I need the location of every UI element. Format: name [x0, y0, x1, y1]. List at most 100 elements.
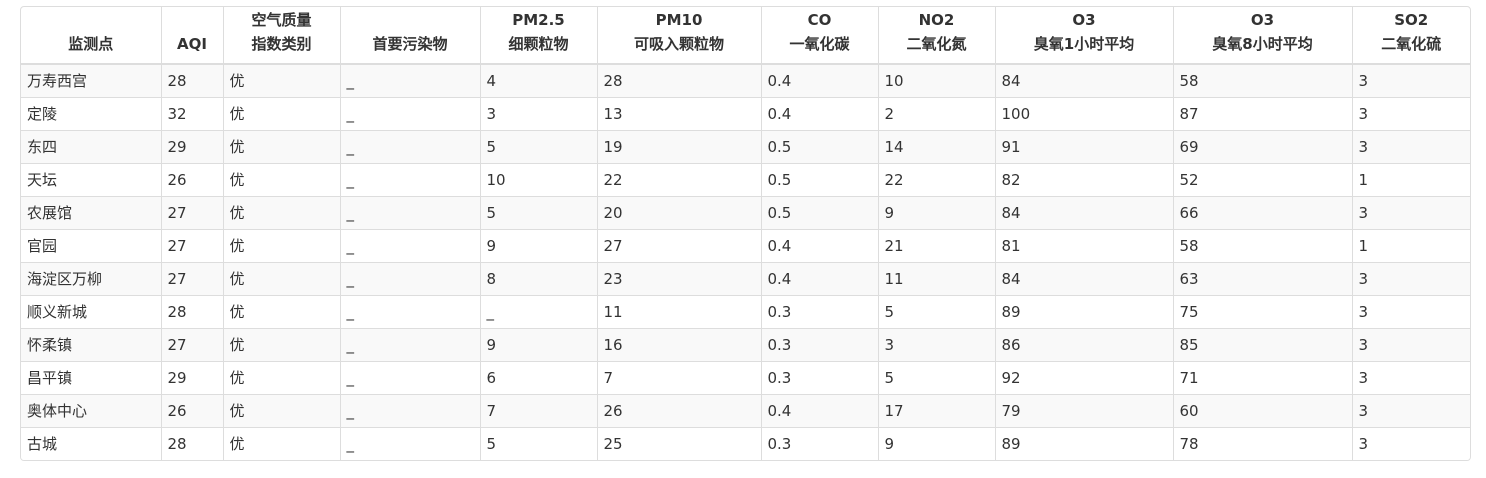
header-label-line: 细颗粒物	[508, 35, 569, 53]
cell-o3-1h: 82	[995, 162, 1174, 196]
cell-aqi: 26	[161, 162, 224, 196]
cell-o3-1h: 100	[995, 96, 1174, 130]
cell-station: 昌平镇	[21, 360, 162, 394]
header-label-line: SO2	[1394, 11, 1429, 29]
cell-co: 0.4	[761, 261, 879, 295]
header-label-line: 二氧化氮	[906, 35, 967, 53]
cell-o3-1h: 92	[995, 360, 1174, 394]
cell-o3-8h: 66	[1173, 195, 1353, 229]
table-row: 定陵 32 优 _ 3 13 0.4 2 100 87 3	[21, 96, 1470, 130]
cell-so2: 1	[1352, 228, 1470, 262]
cell-station: 官园	[21, 228, 162, 262]
header-label-line: 首要污染物	[372, 35, 448, 53]
table-row: 万寿西宫 28 优 _ 4 28 0.4 10 84 58 3	[21, 64, 1470, 97]
table-body: 万寿西宫 28 优 _ 4 28 0.4 10 84 58 3 定陵 32 优 _ 3 13 0.4 2 100 87 3…	[21, 64, 1470, 460]
cell-pm25: 10	[480, 162, 598, 196]
cell-o3-1h: 84	[995, 261, 1174, 295]
cell-co: 0.3	[761, 360, 879, 394]
header-label-line: 臭氧8小时平均	[1212, 35, 1313, 53]
cell-o3-8h: 52	[1173, 162, 1353, 196]
cell-o3-1h: 81	[995, 228, 1174, 262]
cell-pm10: 23	[597, 261, 762, 295]
cell-category: 优	[223, 195, 341, 229]
cell-no2: 3	[878, 327, 996, 361]
cell-so2: 3	[1352, 261, 1470, 295]
cell-pm25: 5	[480, 129, 598, 163]
cell-no2: 9	[878, 195, 996, 229]
cell-category: 优	[223, 360, 341, 394]
header-label-line: PM10	[655, 11, 703, 29]
cell-co: 0.4	[761, 64, 879, 97]
table-row: 昌平镇 29 优 _ 6 7 0.3 5 92 71 3	[21, 360, 1470, 394]
header-label-line: CO	[807, 11, 832, 29]
cell-co: 0.4	[761, 393, 879, 427]
cell-primary-pollutant: _	[340, 393, 481, 427]
cell-category: 优	[223, 162, 341, 196]
cell-no2: 2	[878, 96, 996, 130]
header-label-line: O3	[1250, 11, 1275, 29]
cell-no2: 10	[878, 64, 996, 97]
table-row: 奥体中心 26 优 _ 7 26 0.4 17 79 60 3	[21, 393, 1470, 427]
cell-aqi: 29	[161, 129, 224, 163]
cell-o3-8h: 60	[1173, 393, 1353, 427]
cell-station: 定陵	[21, 96, 162, 130]
cell-category: 优	[223, 327, 341, 361]
table-row: 农展馆 27 优 _ 5 20 0.5 9 84 66 3	[21, 195, 1470, 229]
header-primary-pollutant: 首要污染物	[340, 7, 481, 65]
cell-no2: 11	[878, 261, 996, 295]
cell-pm25: 6	[480, 360, 598, 394]
cell-o3-8h: 87	[1173, 96, 1353, 130]
table-header: 监测点 AQI 空气质量 指数类别 首要污染物 PM2.5 细颗粒物 PM10 可吸入颗粒物 CO…	[21, 7, 1470, 65]
cell-o3-1h: 91	[995, 129, 1174, 163]
cell-station: 农展馆	[21, 195, 162, 229]
header-station: 监测点	[21, 7, 162, 65]
table-row: 顺义新城 28 优 _ _ 11 0.3 5 89 75 3	[21, 294, 1470, 328]
header-pm10: PM10 可吸入颗粒物	[597, 7, 762, 65]
cell-so2: 3	[1352, 195, 1470, 229]
table-row: 官园 27 优 _ 9 27 0.4 21 81 58 1	[21, 228, 1470, 262]
cell-pm25: 4	[480, 64, 598, 97]
cell-station: 顺义新城	[21, 294, 162, 328]
cell-o3-8h: 78	[1173, 426, 1353, 460]
cell-station: 怀柔镇	[21, 327, 162, 361]
header-aqi: AQI	[161, 7, 224, 65]
table-row: 怀柔镇 27 优 _ 9 16 0.3 3 86 85 3	[21, 327, 1470, 361]
cell-station: 天坛	[21, 162, 162, 196]
cell-primary-pollutant: _	[340, 426, 481, 460]
cell-category: 优	[223, 261, 341, 295]
cell-o3-1h: 86	[995, 327, 1174, 361]
header-label-line: 可吸入颗粒物	[633, 35, 724, 53]
cell-primary-pollutant: _	[340, 294, 481, 328]
cell-o3-8h: 63	[1173, 261, 1353, 295]
cell-so2: 3	[1352, 64, 1470, 97]
cell-o3-8h: 75	[1173, 294, 1353, 328]
cell-pm10: 19	[597, 129, 762, 163]
cell-primary-pollutant: _	[340, 228, 481, 262]
header-label-line: O3	[1072, 11, 1096, 29]
cell-no2: 17	[878, 393, 996, 427]
cell-co: 0.5	[761, 129, 879, 163]
header-so2: SO2 二氧化硫	[1352, 7, 1470, 65]
cell-so2: 3	[1352, 327, 1470, 361]
cell-o3-1h: 89	[995, 294, 1174, 328]
header-co: CO 一氧化碳	[761, 7, 879, 65]
header-no2: NO2 二氧化氮	[878, 7, 996, 65]
header-row: 监测点 AQI 空气质量 指数类别 首要污染物 PM2.5 细颗粒物 PM10 可吸入颗粒物 CO…	[21, 7, 1470, 65]
cell-station: 奥体中心	[21, 393, 162, 427]
cell-aqi: 32	[161, 96, 224, 130]
cell-primary-pollutant: _	[340, 261, 481, 295]
cell-pm10: 20	[597, 195, 762, 229]
cell-co: 0.3	[761, 327, 879, 361]
cell-pm10: 16	[597, 327, 762, 361]
cell-so2: 3	[1352, 96, 1470, 130]
cell-aqi: 28	[161, 64, 224, 97]
cell-pm10: 27	[597, 228, 762, 262]
cell-so2: 1	[1352, 162, 1470, 196]
header-o3-1h: O3 臭氧1小时平均	[995, 7, 1174, 65]
header-label-line: 臭氧1小时平均	[1033, 35, 1135, 53]
cell-pm25: _	[480, 294, 598, 328]
cell-no2: 9	[878, 426, 996, 460]
cell-pm10: 26	[597, 393, 762, 427]
cell-pm25: 9	[480, 327, 598, 361]
cell-station: 万寿西宫	[21, 64, 162, 97]
